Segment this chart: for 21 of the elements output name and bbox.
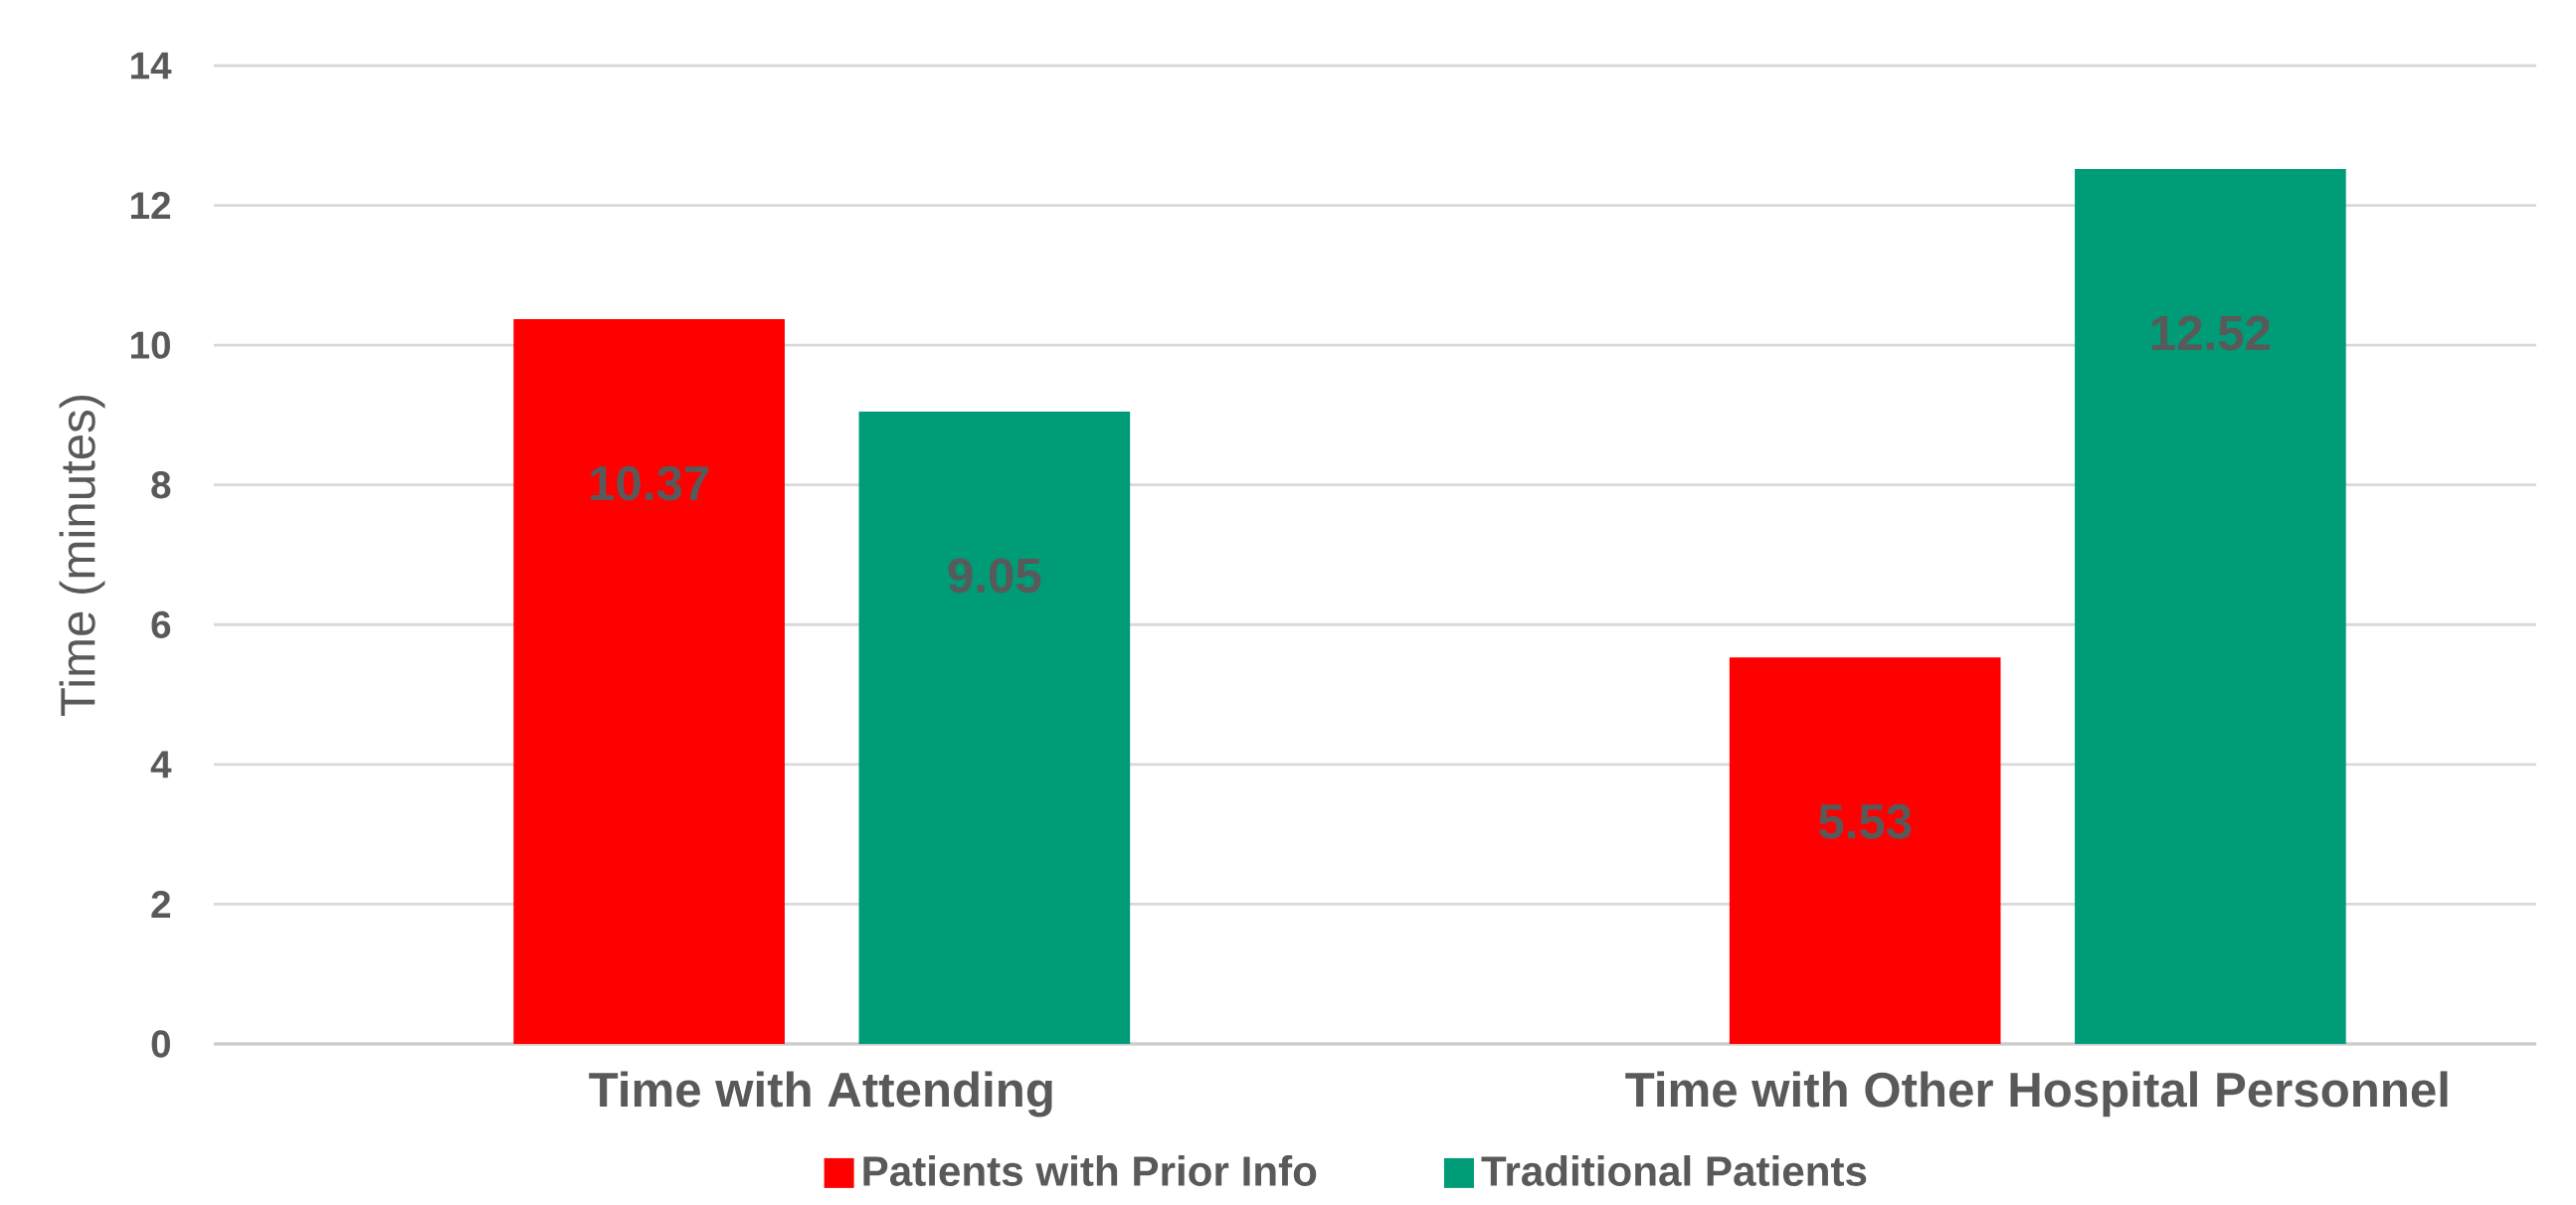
bar (1729, 657, 2001, 1045)
bar (2075, 169, 2346, 1045)
y-tick-label: 14 (131, 52, 172, 80)
x-tick-label: Time with Attending (589, 1071, 1052, 1118)
x-tick-label: Time with Other Hospital Personnel (1625, 1071, 2448, 1118)
data-label: 5.53 (1818, 803, 1912, 839)
y-tick-label: 2 (151, 891, 171, 918)
legend-label: Traditional Patients (1481, 1155, 1867, 1186)
y-tick-label: 6 (151, 610, 171, 639)
data-label: 9.05 (948, 558, 1041, 594)
y-tick-label: 12 (131, 192, 171, 220)
legend-label: Patients with Prior Info (863, 1155, 1317, 1186)
y-tick-label: 8 (151, 471, 171, 499)
y-tick-label: 4 (150, 751, 172, 778)
bar (858, 411, 1131, 1045)
y-tick-label: 10 (131, 331, 170, 359)
y-tick-label: 0 (151, 1030, 170, 1058)
y-axis-title: Time (minutes) (59, 396, 105, 717)
data-label: 12.52 (2151, 315, 2270, 351)
bar (513, 319, 785, 1045)
data-label: 10.37 (591, 465, 709, 501)
